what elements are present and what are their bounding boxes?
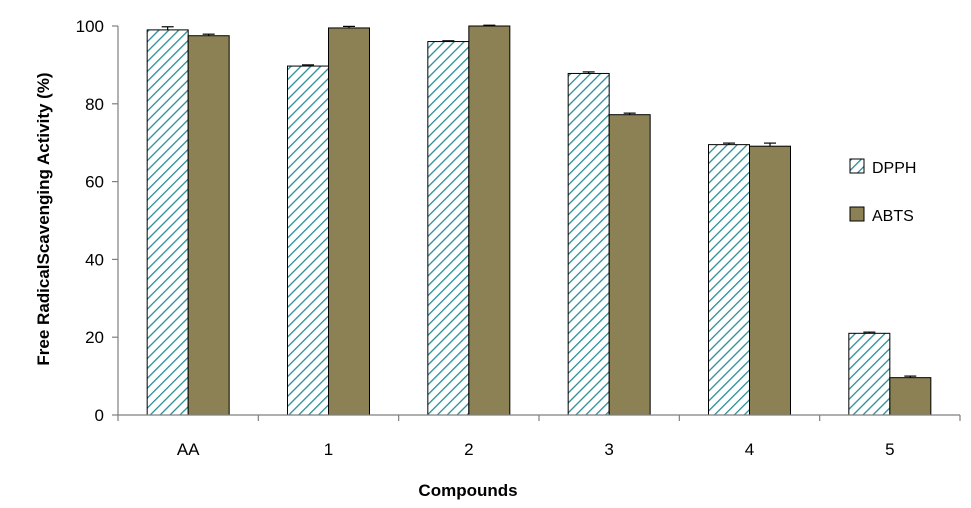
- y-ticks: 0 20 40 60 80 100: [76, 17, 118, 425]
- bar-abts-5: [889, 377, 932, 416]
- error-bars-layer: [161, 24, 917, 378]
- bar-abts-aa: [187, 35, 230, 416]
- y-tick-label: 60: [85, 173, 104, 192]
- x-tick-label: AA: [177, 440, 200, 459]
- y-tick-label: 40: [85, 250, 104, 269]
- axes-layer: [117, 26, 960, 416]
- legend-label-dpph: DPPH: [872, 160, 916, 177]
- legend-swatch-dpph: [849, 158, 865, 174]
- bar-abts-3: [608, 114, 651, 416]
- y-tick-label: 20: [85, 328, 104, 347]
- bar-abts-1: [328, 27, 370, 416]
- bar-dpph-2: [427, 41, 470, 416]
- y-tick-label: 100: [76, 17, 104, 36]
- x-ticks: AA 1 2 3 4 5: [117, 415, 961, 459]
- bar-dpph-1: [287, 65, 329, 416]
- x-tick-label: 2: [464, 440, 473, 459]
- bar-dpph-5: [848, 332, 891, 416]
- y-tick-label: 80: [85, 95, 104, 114]
- x-axis-title: Compounds: [418, 481, 517, 500]
- legend-label-abts: ABTS: [872, 208, 914, 225]
- x-tick-label: 4: [745, 440, 754, 459]
- bar-dpph-aa: [146, 29, 189, 416]
- bar-dpph-4: [708, 144, 750, 416]
- y-tick-label: 0: [95, 406, 104, 425]
- y-axis-title: Free RadicalScavenging Activity (%): [34, 72, 53, 365]
- x-tick-label: 5: [885, 440, 894, 459]
- bars-layer: [146, 25, 932, 416]
- x-tick-label: 3: [604, 440, 613, 459]
- bar-abts-2: [468, 25, 511, 416]
- x-tick-label: 1: [324, 440, 333, 459]
- legend-swatch-abts: [849, 206, 865, 222]
- legend: DPPH ABTS: [849, 158, 916, 225]
- bar-abts-4: [749, 145, 791, 416]
- bar-dpph-3: [567, 72, 610, 416]
